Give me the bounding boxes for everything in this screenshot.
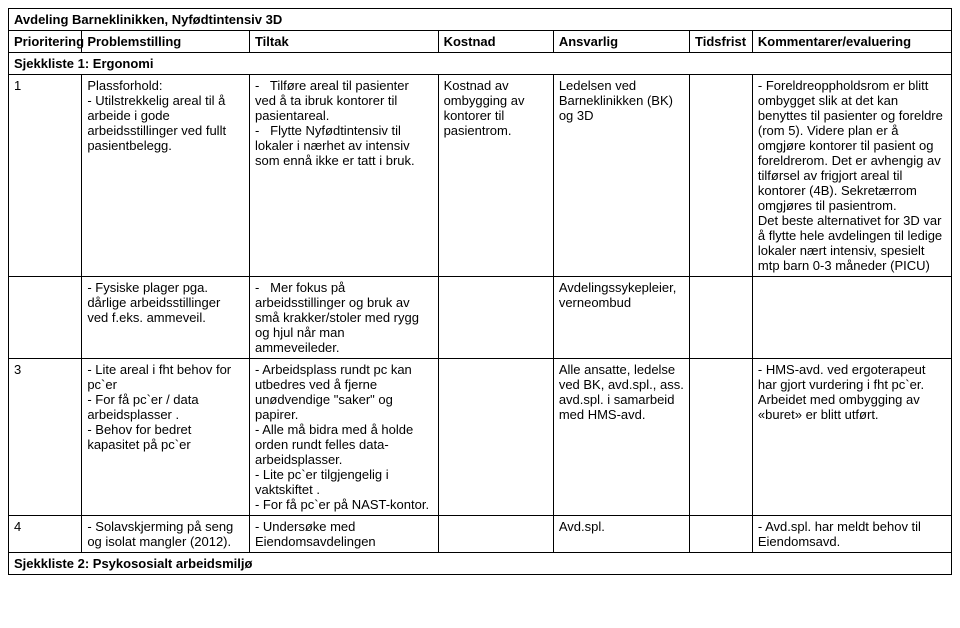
header-kostnad: Kostnad — [438, 31, 553, 53]
cell-kom: - HMS-avd. ved ergoterapeut har gjort vu… — [752, 359, 951, 516]
table-row: 1 Plassforhold: - Utilstrekkelig areal t… — [9, 75, 952, 277]
header-prioritering: Prioritering — [9, 31, 82, 53]
cell-prob: - Solavskjerming på seng og isolat mangl… — [82, 516, 250, 553]
cell-pri: 1 — [9, 75, 82, 277]
header-problemstilling: Problemstilling — [82, 31, 250, 53]
cell-kom — [752, 277, 951, 359]
cell-pri — [9, 277, 82, 359]
cell-ans: Avdelingssykepleier, verneombud — [553, 277, 689, 359]
section-2-title: Sjekkliste 2: Psykososialt arbeidsmiljø — [9, 553, 952, 575]
cell-kost: Kostnad av ombygging av kontorer til pas… — [438, 75, 553, 277]
cell-tilt: - Undersøke med Eiendomsavdelingen — [249, 516, 438, 553]
header-tiltak: Tiltak — [249, 31, 438, 53]
cell-kom: - Avd.spl. har meldt behov til Eiendomsa… — [752, 516, 951, 553]
title-row: Avdeling Barneklinikken, Nyfødtintensiv … — [9, 9, 952, 31]
section-2-row: Sjekkliste 2: Psykososialt arbeidsmiljø — [9, 553, 952, 575]
cell-prob: Plassforhold: - Utilstrekkelig areal til… — [82, 75, 250, 277]
table-row: - Fysiske plager pga. dårlige arbeidssti… — [9, 277, 952, 359]
cell-kost — [438, 359, 553, 516]
section-1-title: Sjekkliste 1: Ergonomi — [9, 53, 952, 75]
main-table: Avdeling Barneklinikken, Nyfødtintensiv … — [8, 8, 952, 575]
cell-ans: Alle ansatte, ledelse ved BK, avd.spl., … — [553, 359, 689, 516]
document-title: Avdeling Barneklinikken, Nyfødtintensiv … — [9, 9, 952, 31]
header-kommentarer: Kommentarer/evaluering — [752, 31, 951, 53]
cell-prob: - Lite areal i fht behov for pc`er - For… — [82, 359, 250, 516]
cell-tid — [690, 359, 753, 516]
cell-kost — [438, 516, 553, 553]
cell-tilt: - Mer fokus på arbeidsstillinger og bruk… — [249, 277, 438, 359]
cell-tilt: - Tilføre areal til pasienter ved å ta i… — [249, 75, 438, 277]
cell-tid — [690, 516, 753, 553]
cell-tid — [690, 75, 753, 277]
cell-pri: 3 — [9, 359, 82, 516]
cell-kom: - Foreldreoppholdsrom er blitt ombygget … — [752, 75, 951, 277]
header-ansvarlig: Ansvarlig — [553, 31, 689, 53]
table-row: 4 - Solavskjerming på seng og isolat man… — [9, 516, 952, 553]
cell-prob: - Fysiske plager pga. dårlige arbeidssti… — [82, 277, 250, 359]
header-row: Prioritering Problemstilling Tiltak Kost… — [9, 31, 952, 53]
cell-pri: 4 — [9, 516, 82, 553]
cell-ans: Avd.spl. — [553, 516, 689, 553]
cell-tilt: - Arbeidsplass rundt pc kan utbedres ved… — [249, 359, 438, 516]
header-tidsfrist: Tidsfrist — [690, 31, 753, 53]
cell-kost — [438, 277, 553, 359]
table-row: 3 - Lite areal i fht behov for pc`er - F… — [9, 359, 952, 516]
cell-ans: Ledelsen ved Barneklinikken (BK) og 3D — [553, 75, 689, 277]
cell-tid — [690, 277, 753, 359]
section-1-row: Sjekkliste 1: Ergonomi — [9, 53, 952, 75]
